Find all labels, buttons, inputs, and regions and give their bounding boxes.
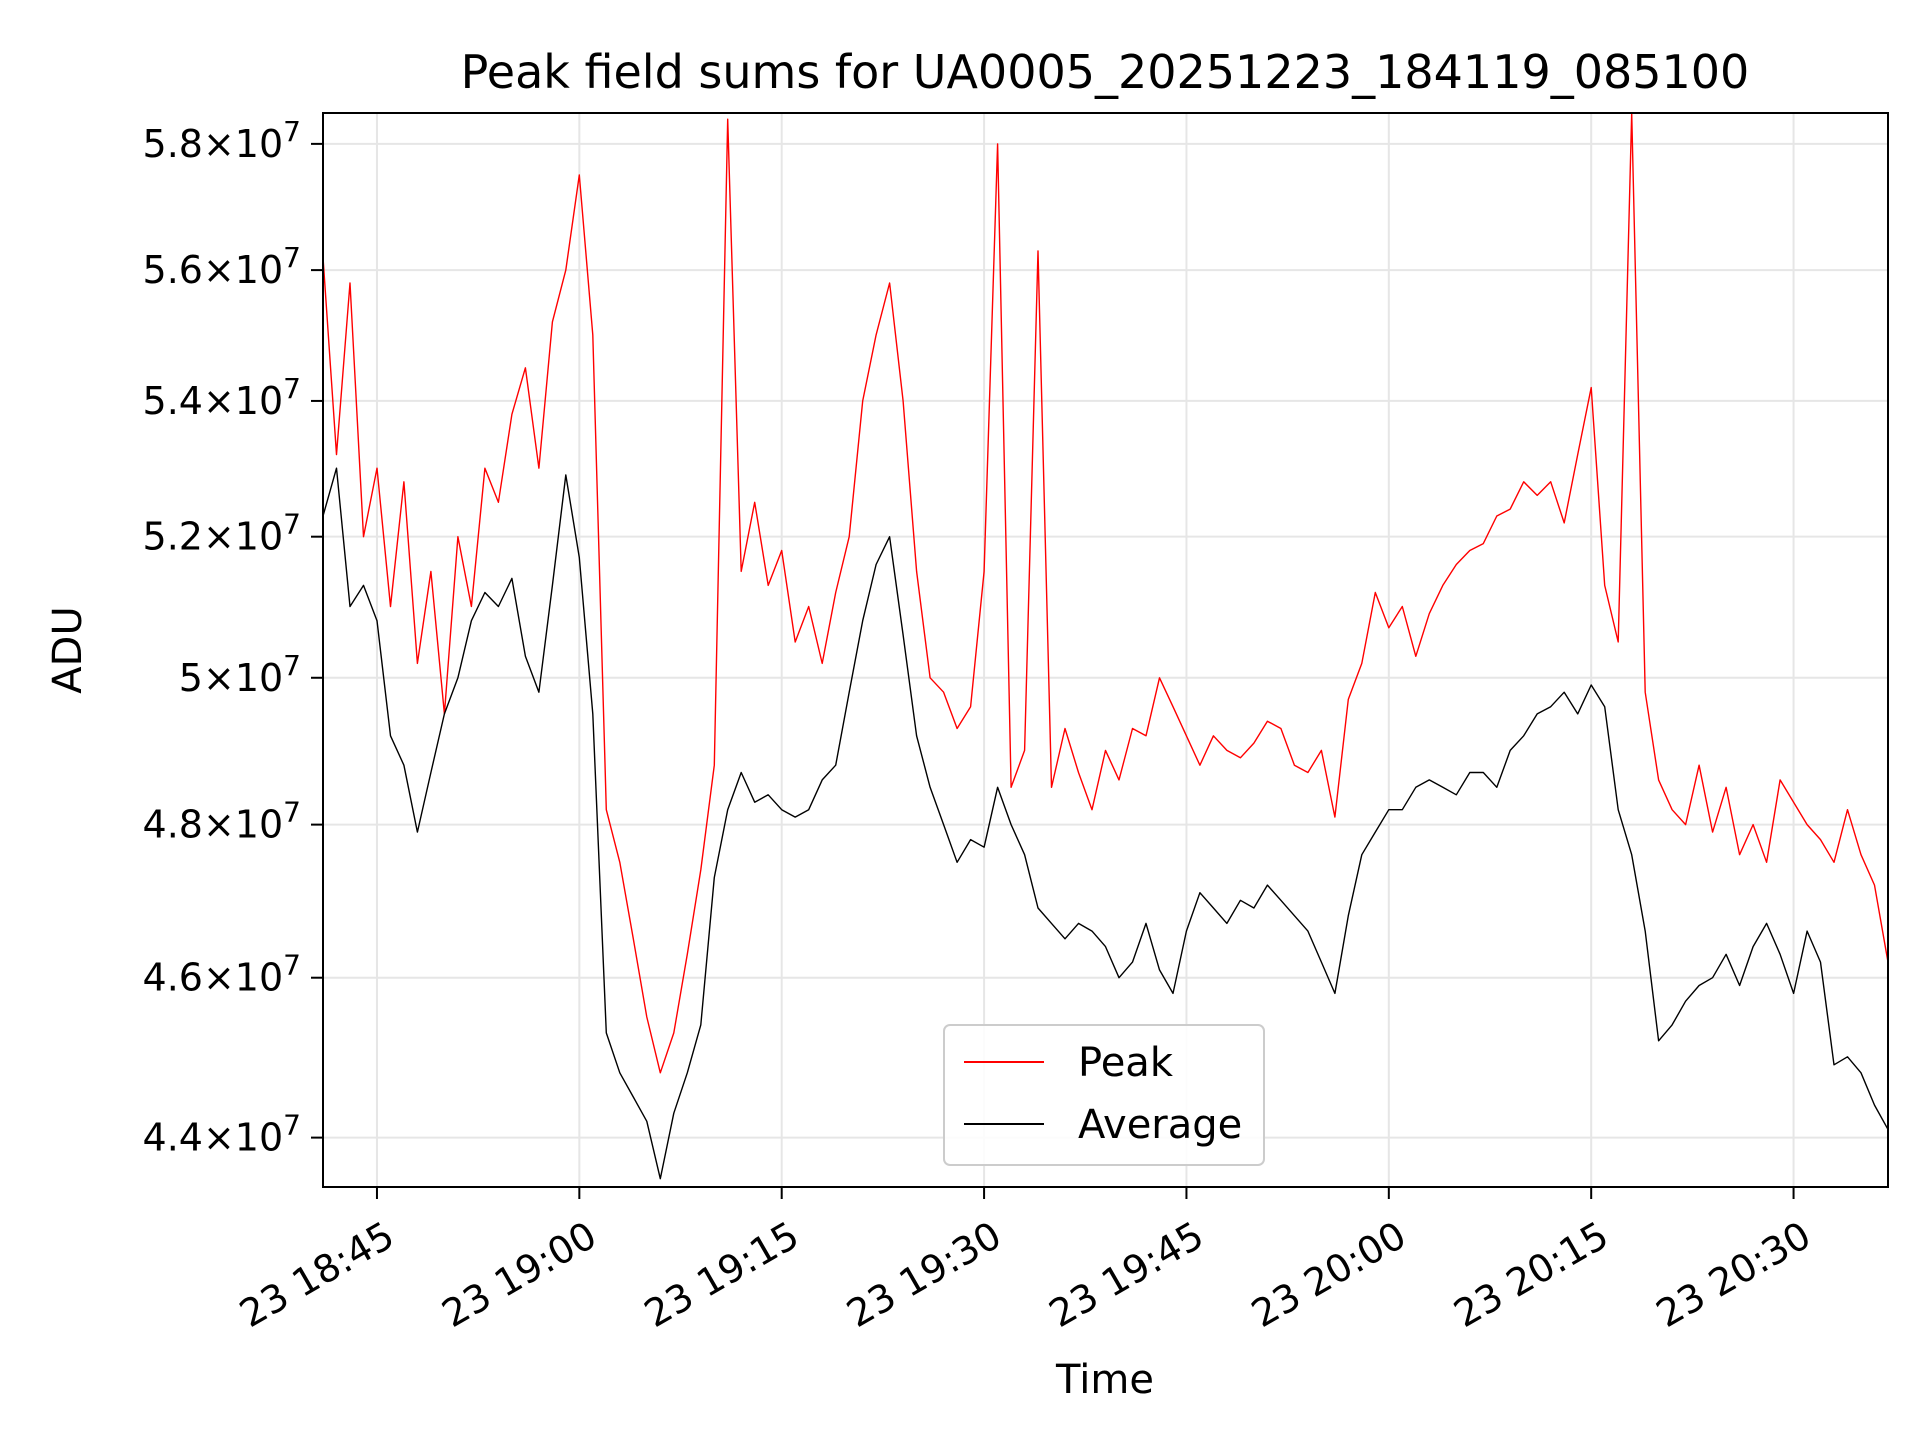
y-tick-label: 5.6×107	[143, 241, 301, 292]
legend-label-peak: Peak	[1078, 1040, 1174, 1086]
y-tick-label: 4.8×107	[143, 796, 301, 847]
gridlines	[323, 113, 1888, 1187]
series-line-peak	[323, 113, 1888, 1074]
chart-title: Peak field sums for UA0005_20251223_1841…	[461, 45, 1750, 99]
plot-frame	[322, 112, 1889, 1188]
legend-box	[943, 1024, 1265, 1166]
legend: Peak Average	[943, 1024, 1265, 1166]
y-tick-label: 5×107	[179, 649, 301, 700]
x-axis-label: Time	[1055, 1357, 1154, 1403]
series-line-average	[323, 467, 1888, 1180]
y-tick-label: 5.4×107	[143, 372, 301, 423]
plot-area	[323, 113, 1888, 1180]
legend-label-average: Average	[1078, 1102, 1242, 1148]
y-tick-label: 5.8×107	[143, 115, 301, 166]
y-axis-label: ADU	[45, 606, 91, 693]
y-tick-label: 4.4×107	[143, 1109, 301, 1160]
y-axis: 4.4×107 4.6×107 4.8×107 5×107 5.2×107 5.4×107…	[143, 115, 323, 1160]
y-tick-label: 5.2×107	[143, 508, 301, 559]
y-tick-label: 4.6×107	[143, 949, 301, 1000]
